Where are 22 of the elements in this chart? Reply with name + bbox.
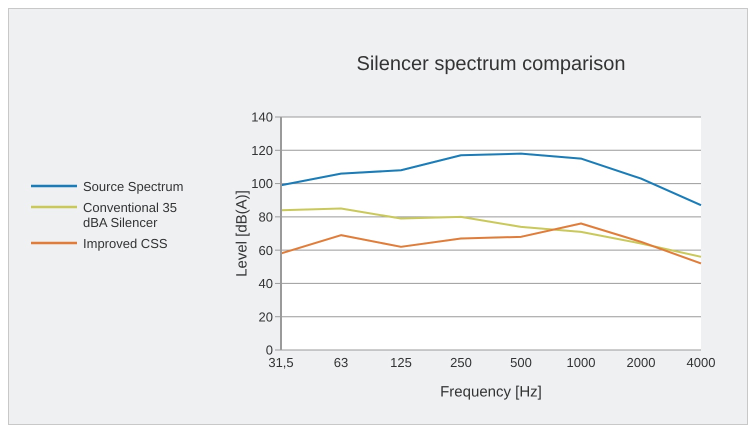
x-tick-label: 500 (510, 355, 532, 370)
legend-label: Source Spectrum (83, 179, 184, 194)
x-tick-label: 4000 (686, 355, 716, 370)
y-tick-label: 100 (251, 176, 273, 192)
y-axis-title: Level [dB(A)] (233, 190, 250, 277)
x-tick-label: 1000 (566, 355, 596, 370)
y-tick-label: 120 (251, 142, 273, 158)
y-tick-label: 0 (266, 342, 273, 358)
x-tick-label: 63 (334, 355, 348, 370)
legend-label: Conventional 35 dBA Silencer (83, 200, 178, 230)
x-tick-label: 2000 (626, 355, 656, 370)
x-tick-label: 250 (450, 355, 472, 370)
y-tick-label: 20 (258, 309, 273, 324)
x-tick-label: 125 (390, 355, 412, 370)
y-tick-label: 140 (251, 110, 273, 125)
y-tick-label: 40 (258, 276, 273, 292)
y-tick-label: 60 (258, 242, 273, 258)
chart-title: Silencer spectrum comparison (356, 53, 626, 76)
legend-label: Improved CSS (83, 236, 169, 251)
x-tick-label: 31,5 (268, 355, 294, 370)
y-tick-label: 80 (258, 209, 273, 224)
x-axis-title: Frequency [Hz] (440, 384, 542, 401)
